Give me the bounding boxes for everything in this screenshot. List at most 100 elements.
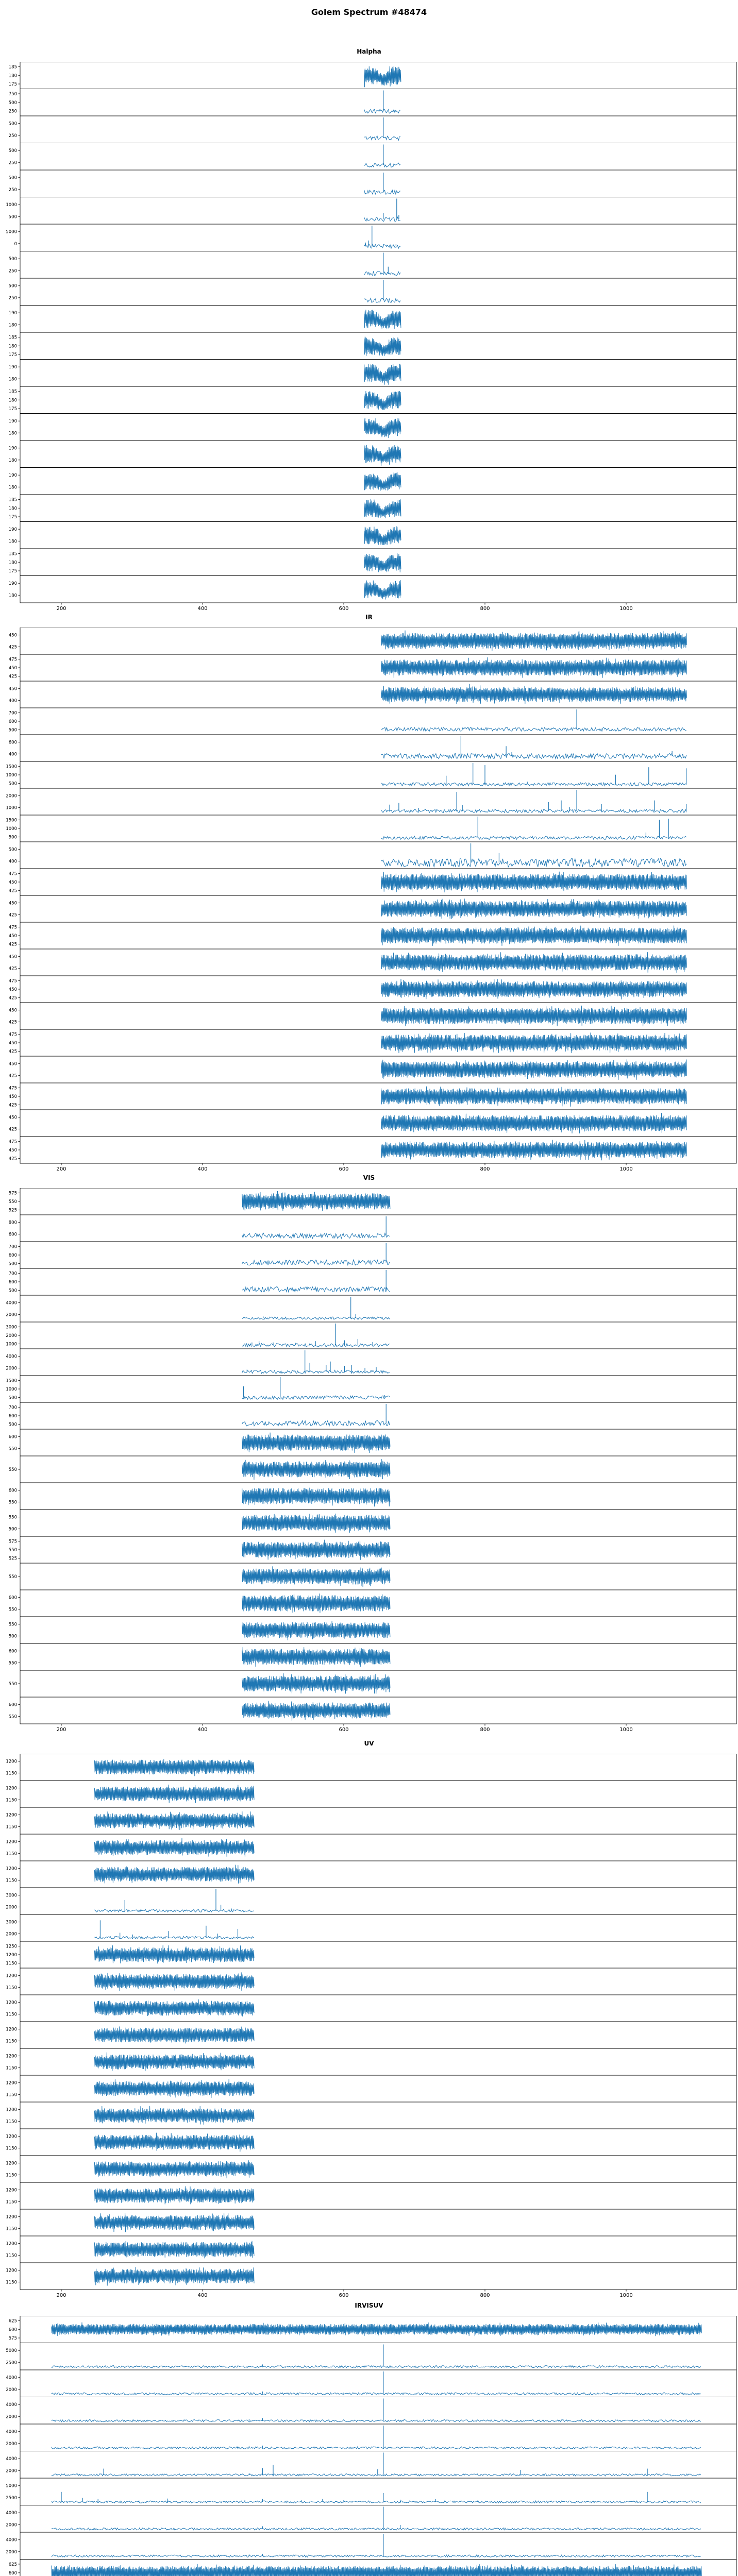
svg-text:1000: 1000 <box>619 1166 632 1172</box>
svg-text:600: 600 <box>339 1727 348 1733</box>
svg-text:600: 600 <box>9 1488 17 1494</box>
svg-text:1000: 1000 <box>6 1387 17 1392</box>
svg-text:3000: 3000 <box>6 1920 17 1925</box>
svg-text:1500: 1500 <box>6 764 17 769</box>
panel-title-uv: UV <box>364 1740 374 1747</box>
svg-text:250: 250 <box>9 109 17 114</box>
svg-text:750: 750 <box>9 92 17 97</box>
uv-chart-canvas: 1200 1150 1200 1150 1200 1150 1200 1150 1200 1150… <box>6 1754 737 2298</box>
svg-text:700: 700 <box>9 710 17 716</box>
svg-text:550: 550 <box>9 1446 17 1451</box>
svg-text:2500: 2500 <box>6 2360 17 2365</box>
svg-text:1150: 1150 <box>6 1961 17 1967</box>
svg-text:1200: 1200 <box>6 1840 17 1845</box>
svg-text:190: 190 <box>9 473 17 478</box>
svg-text:600: 600 <box>9 719 17 724</box>
svg-text:1150: 1150 <box>6 1824 17 1829</box>
svg-text:550: 550 <box>9 1199 17 1205</box>
svg-text:1000: 1000 <box>6 1342 17 1347</box>
svg-text:1200: 1200 <box>6 2081 17 2086</box>
svg-text:250: 250 <box>9 188 17 193</box>
panel-vis: VIS 575 550 525 800 600 700 600 500 700 600 500 400… <box>0 1174 738 1735</box>
svg-text:475: 475 <box>9 925 17 930</box>
svg-text:425: 425 <box>9 1049 17 1055</box>
panel-irvisuv: IRVISUV 625 600 575 5000 2500 4000 2000 4000 200… <box>0 2302 738 2576</box>
vis-chart-canvas: 575 550 525 800 600 700 600 500 700 600 500 4000 200… <box>6 1188 737 1733</box>
svg-text:4000: 4000 <box>6 2376 17 2381</box>
svg-text:600: 600 <box>9 740 17 745</box>
panel-uv: UV 1200 1150 1200 1150 1200 1150 1200 1150 1200 1… <box>0 1740 738 2301</box>
svg-text:2000: 2000 <box>6 1931 17 1937</box>
svg-text:4000: 4000 <box>6 2511 17 2516</box>
svg-text:475: 475 <box>9 978 17 984</box>
svg-text:475: 475 <box>9 1139 17 1144</box>
svg-text:500: 500 <box>9 284 17 289</box>
svg-text:185: 185 <box>9 389 17 395</box>
svg-text:450: 450 <box>9 687 17 692</box>
svg-text:1200: 1200 <box>6 2268 17 2274</box>
svg-text:180: 180 <box>9 344 17 349</box>
svg-text:4000: 4000 <box>6 1301 17 1306</box>
svg-text:700: 700 <box>9 1405 17 1410</box>
svg-text:450: 450 <box>9 1008 17 1013</box>
svg-text:3000: 3000 <box>6 1325 17 1330</box>
svg-text:1150: 1150 <box>6 2199 17 2205</box>
svg-text:550: 550 <box>9 1660 17 1666</box>
panel-title-vis: VIS <box>363 1174 375 1181</box>
figure-title: Golem Spectrum #48474 <box>311 7 427 17</box>
svg-text:175: 175 <box>9 352 17 358</box>
svg-text:475: 475 <box>9 1032 17 1037</box>
svg-text:180: 180 <box>9 485 17 490</box>
svg-text:500: 500 <box>9 1527 17 1532</box>
svg-text:250: 250 <box>9 296 17 301</box>
svg-text:1250: 1250 <box>6 1944 17 1949</box>
svg-text:1150: 1150 <box>6 1985 17 1990</box>
svg-text:1150: 1150 <box>6 1771 17 1776</box>
svg-text:500: 500 <box>9 1634 17 1639</box>
svg-text:185: 185 <box>9 552 17 557</box>
svg-text:550: 550 <box>9 1714 17 1719</box>
svg-text:175: 175 <box>9 515 17 520</box>
svg-text:800: 800 <box>480 1166 490 1172</box>
svg-text:1150: 1150 <box>6 2226 17 2231</box>
svg-text:500: 500 <box>9 257 17 262</box>
svg-text:250: 250 <box>9 160 17 165</box>
svg-text:1000: 1000 <box>619 2293 632 2298</box>
svg-text:575: 575 <box>9 2336 17 2341</box>
svg-text:190: 190 <box>9 311 17 316</box>
svg-text:475: 475 <box>9 871 17 876</box>
panel-ir: IR 450 425 475 450 425 450 400 700 600 500 600 400 1… <box>0 614 738 1175</box>
svg-text:425: 425 <box>9 996 17 1001</box>
panel-title-irvisuv: IRVISUV <box>355 2302 383 2309</box>
svg-text:500: 500 <box>9 1422 17 1428</box>
svg-text:2000: 2000 <box>6 2387 17 2393</box>
svg-text:425: 425 <box>9 1103 17 1108</box>
svg-text:500: 500 <box>9 728 17 733</box>
svg-text:450: 450 <box>9 666 17 671</box>
svg-text:1200: 1200 <box>6 2215 17 2220</box>
svg-text:4000: 4000 <box>6 2538 17 2543</box>
svg-text:185: 185 <box>9 498 17 503</box>
svg-text:1200: 1200 <box>6 2027 17 2032</box>
svg-text:550: 550 <box>9 1607 17 1612</box>
svg-text:450: 450 <box>9 987 17 992</box>
svg-text:800: 800 <box>480 1727 490 1733</box>
svg-text:400: 400 <box>197 1166 207 1172</box>
svg-text:1000: 1000 <box>6 773 17 778</box>
svg-text:550: 550 <box>9 1574 17 1580</box>
svg-text:600: 600 <box>9 1232 17 1237</box>
svg-text:425: 425 <box>9 1127 17 1132</box>
svg-text:2000: 2000 <box>6 2550 17 2555</box>
svg-text:425: 425 <box>9 645 17 650</box>
svg-text:4000: 4000 <box>6 2430 17 2435</box>
svg-text:425: 425 <box>9 1157 17 1162</box>
svg-text:400: 400 <box>9 859 17 864</box>
svg-text:600: 600 <box>9 1280 17 1285</box>
svg-text:550: 550 <box>9 1467 17 1472</box>
svg-text:550: 550 <box>9 1622 17 1628</box>
svg-text:1200: 1200 <box>6 2242 17 2247</box>
svg-text:600: 600 <box>9 1414 17 1419</box>
svg-text:500: 500 <box>9 848 17 853</box>
svg-text:550: 550 <box>9 1548 17 1553</box>
